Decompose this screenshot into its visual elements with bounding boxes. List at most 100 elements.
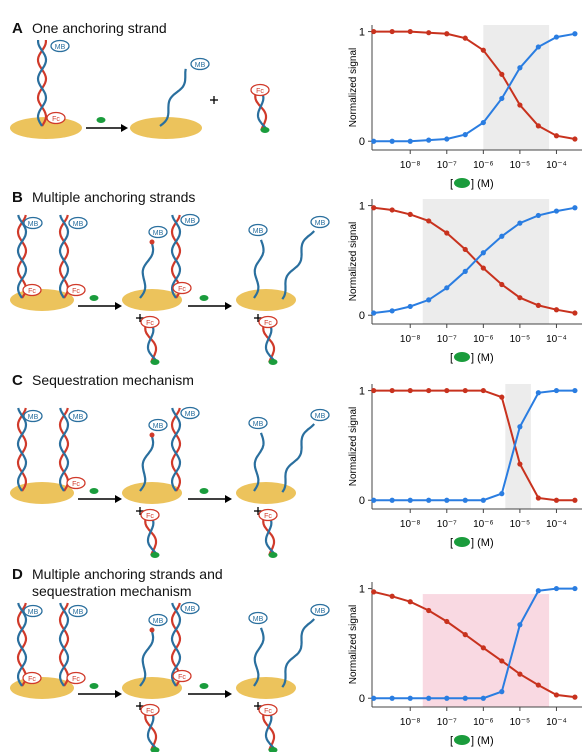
tag-label: MB: [73, 414, 84, 421]
x-axis-label: ] (M): [471, 352, 494, 364]
data-point: [554, 498, 559, 503]
data-point: [390, 308, 395, 313]
strand: [282, 619, 314, 687]
data-point: [499, 491, 504, 496]
x-axis-label: [: [450, 735, 453, 747]
x-tick-label: 10⁻⁸: [400, 717, 421, 728]
page: AOne anchoring strand BMultiple anchorin…: [0, 0, 582, 752]
tag-label: MB: [55, 44, 66, 51]
data-point: [536, 682, 541, 687]
arrow-head: [225, 690, 232, 698]
data-point: [517, 424, 522, 429]
data-point: [408, 29, 413, 34]
data-point: [426, 388, 431, 393]
figure: MBFcMBFcMBMBFcFcMBMBFcFcMBMBFcMBMBFcMBMB…: [0, 0, 582, 752]
data-point: [463, 269, 468, 274]
data-point: [426, 498, 431, 503]
data-point: [499, 234, 504, 239]
tag-label: MB: [73, 221, 84, 228]
data-point: [499, 72, 504, 77]
tag-label: MB: [73, 609, 84, 616]
tag-label: MB: [28, 609, 39, 616]
data-point: [426, 30, 431, 35]
data-point: [390, 139, 395, 144]
x-axis-label-icon: [454, 537, 470, 547]
tag-label: MB: [153, 423, 164, 430]
x-axis-label: [: [450, 537, 453, 549]
x-tick-label: 10⁻⁴: [546, 334, 567, 345]
data-point: [536, 123, 541, 128]
data-point: [481, 498, 486, 503]
tag-label: MB: [28, 414, 39, 421]
tag-label: Fc: [264, 513, 272, 520]
data-point: [426, 696, 431, 701]
x-tick-label: 10⁻⁴: [546, 717, 567, 728]
tag-label: MB: [253, 228, 264, 235]
y-tick-label: 1: [359, 386, 365, 398]
data-point: [371, 205, 376, 210]
x-axis-label-icon: [454, 352, 470, 362]
data-point: [426, 218, 431, 223]
data-point: [517, 672, 522, 677]
tag-label: Fc: [28, 288, 36, 295]
x-tick-label: 10⁻⁸: [400, 160, 421, 171]
data-point: [371, 589, 376, 594]
target: [151, 359, 160, 365]
data-point: [517, 622, 522, 627]
x-tick-label: 10⁻⁵: [510, 519, 531, 530]
y-axis-label: Normalized signal: [348, 605, 359, 684]
data-point: [536, 44, 541, 49]
data-point: [554, 208, 559, 213]
series-line: [374, 391, 575, 501]
target: [200, 683, 209, 689]
tag-label: MB: [185, 606, 196, 613]
target: [90, 683, 99, 689]
surface: [236, 482, 296, 504]
data-point: [499, 96, 504, 101]
data-point: [444, 388, 449, 393]
target: [269, 359, 278, 365]
data-point: [408, 139, 413, 144]
x-tick-label: 10⁻⁸: [400, 334, 421, 345]
x-axis-label-icon: [454, 178, 470, 188]
data-point: [463, 132, 468, 137]
arrow-head: [115, 302, 122, 310]
tag-label: Fc: [72, 481, 80, 488]
target: [269, 552, 278, 558]
data-point: [481, 696, 486, 701]
data-point: [572, 586, 577, 591]
data-point: [463, 498, 468, 503]
data-point: [517, 102, 522, 107]
data-point: [390, 388, 395, 393]
tag-label: Fc: [264, 320, 272, 327]
data-point: [444, 498, 449, 503]
data-point: [536, 495, 541, 500]
data-point: [408, 388, 413, 393]
data-point: [536, 213, 541, 218]
data-point: [444, 696, 449, 701]
x-tick-label: 10⁻⁶: [473, 519, 494, 530]
data-point: [426, 297, 431, 302]
target: [90, 488, 99, 494]
data-point: [371, 29, 376, 34]
tag-label: Fc: [72, 288, 80, 295]
data-point: [371, 139, 376, 144]
x-tick-label: 10⁻⁷: [437, 334, 457, 345]
data-point: [408, 212, 413, 217]
target: [200, 488, 209, 494]
data-point: [463, 36, 468, 41]
arrow-head: [115, 495, 122, 503]
x-axis-label-icon: [454, 735, 470, 745]
strand: [282, 424, 314, 492]
data-point: [463, 247, 468, 252]
data-point: [444, 285, 449, 290]
shaded-range: [505, 384, 531, 509]
tag-label: MB: [153, 230, 164, 237]
y-tick-label: 0: [359, 693, 365, 705]
data-point: [572, 310, 577, 315]
data-point: [481, 265, 486, 270]
data-point: [499, 689, 504, 694]
tag-label: MB: [185, 411, 196, 418]
x-axis-label: [: [450, 352, 453, 364]
data-point: [371, 388, 376, 393]
